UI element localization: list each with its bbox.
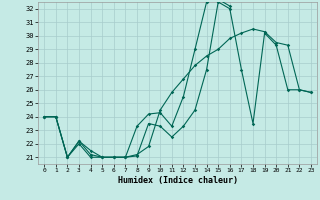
X-axis label: Humidex (Indice chaleur): Humidex (Indice chaleur)	[118, 176, 238, 185]
